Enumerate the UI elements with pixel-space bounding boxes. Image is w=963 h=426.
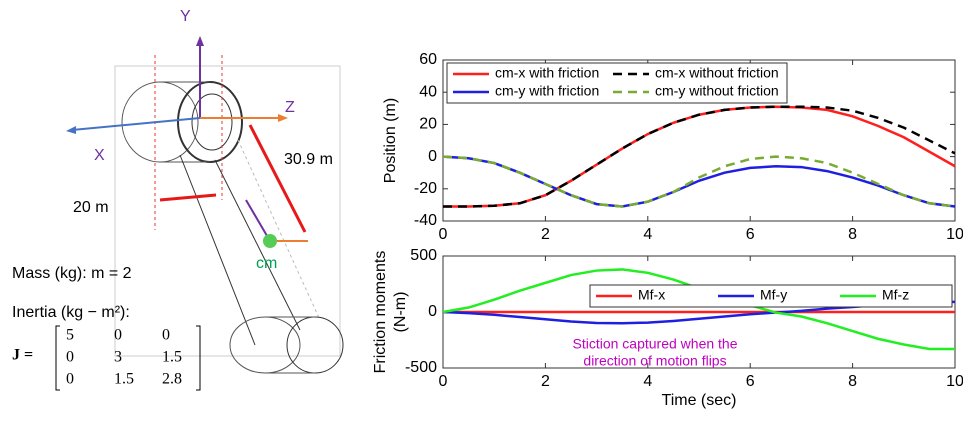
matrix-entry: 2.8	[162, 371, 182, 388]
y-tick-label: 0	[428, 303, 437, 320]
joint-inner	[191, 93, 233, 151]
offset-arrow	[159, 193, 217, 202]
matrix-entry: 3	[114, 349, 122, 366]
y-tick-label: 40	[419, 83, 437, 100]
dimension-label: 30.9 m	[284, 151, 333, 168]
y-tick-label: 0	[428, 148, 437, 165]
matrix: 5 0 0 0 3 1.5 0 1.5 2.8	[66, 327, 182, 388]
end-cap	[286, 316, 344, 374]
x-tick-label: 4	[643, 373, 652, 390]
x-tick-label: 4	[643, 226, 652, 243]
legend-label: cm-x with friction	[495, 65, 599, 81]
mass-label: Mass (kg): m = 2	[12, 265, 132, 282]
arrowhead	[66, 126, 76, 134]
link-hidden	[237, 139, 321, 321]
legend-label: Mf-y	[760, 287, 787, 303]
axis-label: X	[94, 147, 105, 164]
legend-label: cm-y without friction	[655, 83, 779, 99]
legend-label: cm-y with friction	[495, 83, 599, 99]
cm-label: cm	[256, 255, 277, 272]
legend-box	[446, 62, 788, 104]
matrix-entry: 0	[114, 327, 122, 344]
matrix-label: J =	[12, 347, 33, 364]
bounding-box	[114, 65, 341, 357]
x-tick-label: 8	[848, 226, 857, 243]
series-line	[442, 155, 956, 208]
cm-y-arrow	[245, 199, 271, 242]
end-cylinder	[229, 316, 301, 374]
arrowhead	[196, 36, 204, 46]
length-arrow	[248, 124, 307, 233]
link-edge	[179, 154, 256, 346]
x-tick-label: 6	[746, 373, 755, 390]
robot-diagram: Y Z X 30.9 m 20 m cm Mass (kg): m = 2 In…	[12, 8, 344, 391]
matrix-entry: 1.5	[162, 349, 182, 366]
annotation: direction of motion flips	[583, 353, 726, 369]
x-tick-label: 6	[746, 226, 755, 243]
x-tick-label: 0	[439, 226, 448, 243]
x-tick-label: 2	[541, 373, 550, 390]
link-edge	[214, 159, 301, 331]
cm-point	[263, 234, 277, 248]
legend-box	[589, 284, 953, 308]
x-axis-arrow	[71, 117, 201, 131]
matrix-entry: 0	[66, 371, 74, 388]
matrix-entry: 0	[66, 349, 74, 366]
legend-label: cm-x without friction	[655, 65, 779, 81]
x-tick-label: 2	[541, 226, 550, 243]
arrowhead	[278, 114, 288, 122]
inertia-label: Inertia (kg − m²):	[12, 304, 130, 321]
y-tick-label: 60	[419, 51, 437, 68]
matrix-bracket	[55, 325, 201, 391]
y-axis-label: (N-m)	[392, 292, 409, 333]
matrix-entry: 5	[66, 327, 74, 344]
axis-label: Y	[180, 8, 191, 25]
x-axis-label: Time (sec)	[662, 392, 737, 409]
matrix-entry: 1.5	[114, 371, 134, 388]
series-line	[442, 155, 956, 208]
x-tick-label: 8	[848, 373, 857, 390]
y-tick-label: -40	[414, 212, 437, 229]
x-tick-label: 0	[439, 373, 448, 390]
axis-label: Z	[285, 99, 295, 116]
series-line	[443, 105, 956, 208]
y-tick-label: 20	[419, 116, 437, 133]
y-tick-label: 500	[410, 247, 437, 264]
legend-label: Mf-x	[638, 287, 665, 303]
y-axis-label: Position (m)	[382, 98, 399, 183]
y-axis-label: Friction moments	[372, 251, 389, 374]
dimension-label: 20 m	[73, 199, 109, 216]
x-tick-label: 10	[946, 373, 963, 390]
legend-label: Mf-z	[882, 287, 909, 303]
matrix-entry: 0	[162, 327, 170, 344]
y-tick-label: -20	[414, 180, 437, 197]
x-tick-label: 10	[946, 226, 963, 243]
annotation: Stiction captured when the	[573, 336, 738, 352]
y-tick-label: -500	[405, 359, 437, 376]
